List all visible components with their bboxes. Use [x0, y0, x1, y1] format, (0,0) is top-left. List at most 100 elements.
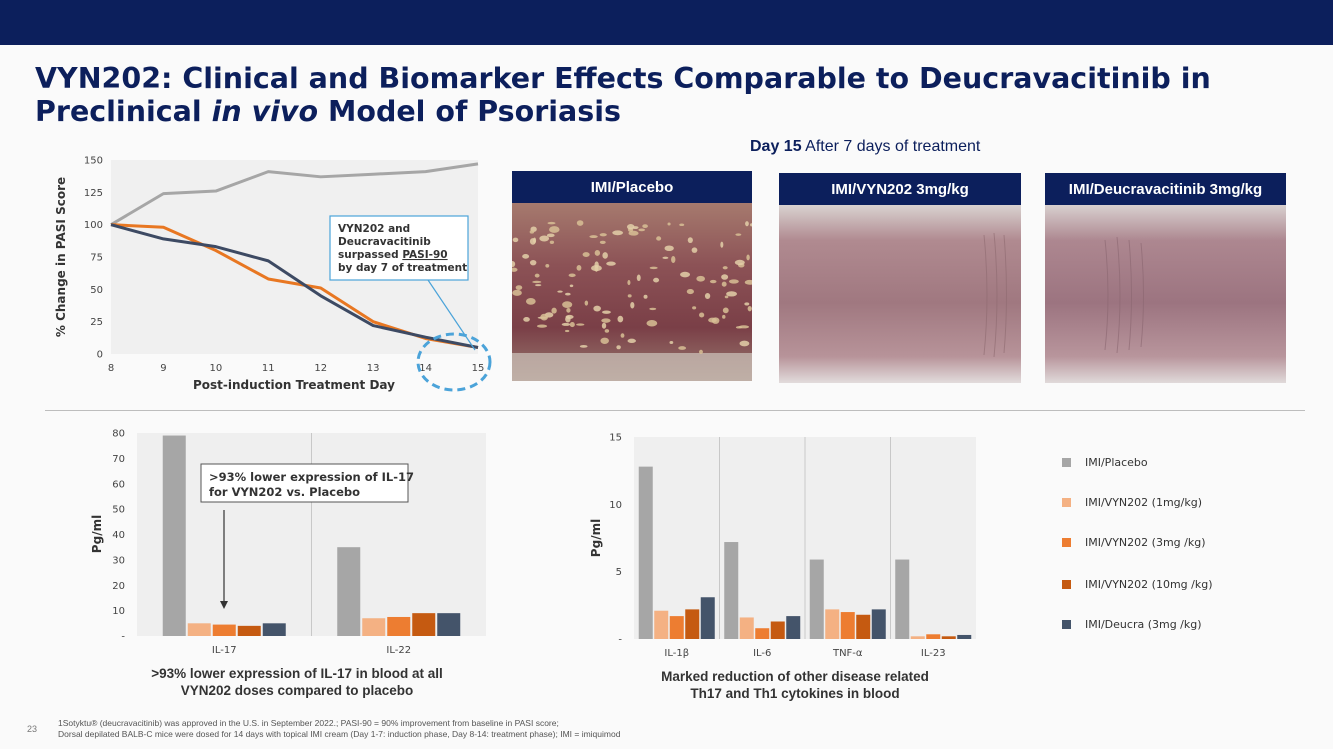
scale-fleck [726, 291, 738, 297]
scale-fleck [600, 337, 609, 344]
scale-fleck [722, 314, 726, 319]
scale-fleck [746, 254, 750, 261]
bar-il1-series-3 [685, 609, 700, 639]
legend-label: IMI/Placebo [1085, 456, 1148, 469]
photo-deucravacitinib-skin [1045, 205, 1286, 383]
scale-fleck [582, 252, 590, 257]
line-chart-ytick: 150 [84, 156, 103, 167]
scale-fleck [535, 284, 542, 287]
scale-fleck [525, 298, 536, 305]
bar-chart-category-label: IL-6 [753, 648, 771, 659]
title-line-1: VYN202: Clinical and Biomarker Effects C… [35, 62, 1211, 95]
photo-label-placebo: IMI/Placebo [512, 171, 752, 203]
scale-fleck [630, 301, 635, 309]
callout-box [329, 215, 469, 281]
scale-fleck [534, 273, 540, 278]
line-chart-ytick: 25 [90, 317, 103, 328]
scale-fleck [565, 314, 574, 319]
scale-fleck [606, 261, 616, 266]
scale-fleck [616, 345, 621, 350]
scale-fleck [561, 322, 571, 326]
bar-chart-ytick: - [121, 632, 125, 643]
scale-fleck [612, 230, 624, 236]
cytokine-bar-chart: - 5 10 15 IL-1β IL-6 TNF-α IL-23 Pg/ml [589, 433, 976, 659]
bar-il6-series-2 [755, 628, 770, 639]
title-line-2-prefix: Preclinical [35, 95, 212, 128]
bar-chart-ytick: 50 [112, 505, 125, 516]
bar-il6-series-4 [786, 616, 801, 639]
callout-line-1: VYN202 and [338, 223, 410, 235]
scale-fleck [699, 349, 703, 355]
legend-item-vyn202-10mg: IMI/VYN202 (10mg /kg) [1062, 578, 1212, 591]
bar2-caption-line-1: Marked reduction of other disease relate… [661, 669, 929, 684]
scale-fleck [536, 324, 548, 328]
scale-fleck [626, 224, 635, 230]
scale-fleck [739, 340, 750, 347]
scale-fleck [532, 237, 537, 244]
scale-fleck [551, 307, 557, 314]
line-chart-xlabel: Post-induction Treatment Day [193, 378, 395, 392]
bar-il6-series-1 [739, 617, 754, 639]
scale-fleck [692, 306, 697, 310]
photo-vyn202-skin [779, 205, 1021, 383]
bar-chart-ytick: 60 [112, 479, 125, 490]
slide-title: VYN202: Clinical and Biomarker Effects C… [35, 62, 1315, 128]
bar-tnf-series-2 [840, 612, 855, 639]
scale-fleck [691, 247, 698, 253]
scale-fleck [593, 305, 601, 312]
scale-fleck [627, 294, 632, 298]
day-heading-rest: After 7 days of treatment [801, 138, 981, 155]
bar-il22-series-1 [362, 618, 386, 636]
bar-chart-ytick: 40 [112, 530, 125, 541]
line-chart-xtick: 13 [367, 363, 380, 374]
footnote: 1Sotyktu® (deucravacitinib) was approved… [58, 718, 620, 740]
scale-fleck [602, 310, 611, 314]
scale-fleck [680, 271, 691, 278]
legend-item-deucra-3mg: IMI/Deucra (3mg /kg) [1062, 618, 1202, 631]
bar-il23-series-4 [957, 634, 972, 639]
scale-fleck [557, 290, 563, 293]
highlight-circle [416, 332, 492, 392]
bar-il17-series-2 [212, 624, 236, 636]
scale-fleck [599, 233, 607, 237]
line-chart-ytick: 100 [84, 220, 103, 231]
photo-placebo-skin [512, 203, 752, 381]
bar-il17-series-3 [237, 625, 261, 636]
bar1-caption-line-2: VYN202 doses compared to placebo [180, 683, 414, 698]
scale-fleck [667, 222, 671, 226]
day-heading-bold: Day 15 [750, 138, 802, 155]
scale-fleck [649, 307, 657, 311]
scale-fleck [747, 305, 752, 312]
scale-fleck [601, 318, 611, 323]
bar-tnf-series-3 [856, 614, 871, 639]
legend-swatch [1062, 580, 1071, 589]
scale-fleck [568, 273, 576, 278]
scale-fleck [569, 322, 575, 328]
line-chart-xtick: 11 [262, 363, 275, 374]
scale-fleck [721, 274, 729, 280]
scale-fleck [566, 307, 571, 313]
title-line-2-italic: in vivo [211, 95, 319, 128]
callout-line-3: surpassed PASI-90 [338, 249, 448, 261]
scale-fleck [529, 260, 537, 266]
scale-fleck [545, 263, 550, 268]
scale-fleck [744, 302, 750, 306]
callout-line-4: by day 7 of treatment [338, 262, 467, 274]
bar-il17-series-4 [262, 623, 286, 636]
line-chart-xtick: 14 [419, 363, 432, 374]
bar-chart-ytick: 70 [112, 454, 125, 465]
bar-il22-series-0 [337, 547, 361, 636]
scale-fleck [678, 346, 687, 350]
scale-fleck [720, 241, 724, 248]
scale-fleck [591, 265, 602, 272]
legend-swatch [1062, 620, 1071, 629]
bar1-ylabel: Pg/ml [90, 515, 104, 553]
title-line-2-suffix: Model of Psoriasis [318, 95, 621, 128]
scale-fleck [721, 281, 727, 287]
bar2-caption-line-2: Th17 and Th1 cytokines in blood [690, 686, 900, 701]
scale-fleck [601, 322, 607, 329]
scale-fleck [656, 236, 662, 241]
legend-label: IMI/VYN202 (10mg /kg) [1085, 578, 1213, 591]
legend-label: IMI/VYN202 (3mg /kg) [1085, 536, 1206, 549]
bar-il6-series-0 [724, 542, 739, 639]
